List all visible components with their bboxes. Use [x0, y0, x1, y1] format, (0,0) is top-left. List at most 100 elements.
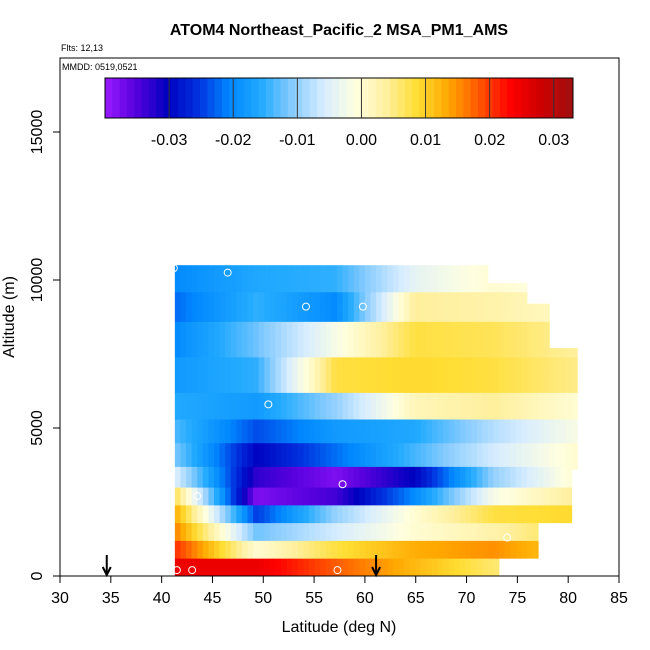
heatmap-cell — [454, 496, 461, 506]
heatmap-cell — [348, 419, 355, 426]
heatmap-cell — [448, 282, 455, 293]
heatmap-cell — [359, 513, 366, 524]
heatmap-cell — [560, 419, 567, 426]
heatmap-cell — [297, 540, 304, 550]
heatmap-cell — [297, 383, 304, 393]
heatmap-cell — [538, 401, 545, 411]
heatmap-cell — [314, 504, 321, 515]
heatmap-cell — [532, 348, 539, 358]
heatmap-cell — [292, 374, 299, 384]
heatmap-cell — [560, 466, 567, 470]
heatmap-cell — [560, 469, 567, 479]
heatmap-cell — [493, 478, 500, 488]
heatmap-cell — [420, 469, 427, 479]
heatmap-cell — [566, 392, 573, 402]
heatmap-cell — [392, 478, 399, 488]
heatmap-cell — [532, 374, 539, 384]
heatmap-cell — [336, 348, 343, 358]
heatmap-cell — [364, 294, 371, 305]
x-axis-label: Latitude (deg N) — [282, 619, 397, 636]
heatmap-cell — [431, 567, 438, 577]
heatmap-cell — [515, 504, 522, 515]
heatmap-cell — [476, 291, 483, 296]
heatmap-cell — [398, 282, 405, 293]
heatmap-cell — [197, 291, 204, 296]
heatmap-cell — [264, 265, 271, 275]
heatmap-cell — [426, 294, 433, 305]
heatmap-cell — [459, 567, 466, 577]
heatmap-cell — [471, 540, 478, 550]
heatmap-cell — [325, 558, 332, 568]
heatmap-cell — [415, 487, 422, 497]
heatmap-cell — [180, 466, 187, 470]
heatmap-cell — [387, 442, 394, 450]
heatmap-cell — [409, 303, 416, 313]
heatmap-cell — [404, 348, 411, 358]
heatmap-cell — [353, 540, 360, 550]
heatmap-cell — [325, 487, 332, 497]
heatmap-cell — [521, 330, 528, 340]
heatmap-cell — [213, 496, 220, 506]
heatmap-cell — [225, 513, 232, 524]
heatmap-cell — [499, 487, 506, 497]
heatmap-cell — [510, 433, 517, 444]
heatmap-cell — [392, 356, 399, 367]
heatmap-cell — [336, 466, 343, 470]
heatmap-cell — [521, 540, 528, 550]
heatmap-cell — [415, 312, 422, 322]
heatmap-cell — [186, 425, 193, 435]
heatmap-cell — [241, 294, 248, 305]
heatmap-cell — [269, 312, 276, 322]
heatmap-cell — [275, 513, 282, 524]
heatmap-cell — [275, 487, 282, 497]
heatmap-cell — [241, 549, 248, 559]
heatmap-cell — [543, 513, 550, 524]
heatmap-cell — [264, 356, 271, 367]
heatmap-cell — [510, 469, 517, 479]
heatmap-cell — [404, 410, 411, 420]
heatmap-cell — [370, 274, 377, 284]
heatmap-cell — [510, 496, 517, 506]
heatmap-cell — [325, 339, 332, 349]
heatmap-cell — [219, 496, 226, 506]
heatmap-cell — [174, 466, 181, 470]
heatmap-cell — [499, 356, 506, 367]
colorbar-segment — [404, 78, 413, 118]
heatmap-cell — [560, 513, 567, 524]
heatmap-cell — [409, 294, 416, 305]
heatmap-cell — [392, 348, 399, 358]
heatmap-cell — [180, 339, 187, 349]
heatmap-cell — [213, 513, 220, 524]
heatmap-cell — [431, 383, 438, 393]
heatmap-cell — [437, 303, 444, 313]
heatmap-cell — [476, 374, 483, 384]
heatmap-cell — [443, 496, 450, 506]
heatmap-cell — [437, 540, 444, 550]
heatmap-cell — [225, 294, 232, 305]
heatmap-cell — [521, 303, 528, 313]
heatmap-cell — [247, 294, 254, 305]
heatmap-cell — [493, 410, 500, 420]
heatmap-cell — [336, 469, 343, 479]
heatmap-cell — [180, 365, 187, 376]
heatmap-cell — [415, 374, 422, 384]
heatmap-cell — [208, 448, 215, 458]
heatmap-cell — [443, 567, 450, 577]
heatmap-cell — [331, 522, 338, 532]
heatmap-cell — [219, 513, 226, 524]
heatmap-cell — [387, 365, 394, 376]
heatmap-cell — [459, 356, 466, 367]
heatmap-cell — [487, 392, 494, 402]
heatmap-cell — [174, 448, 181, 458]
heatmap-cell — [320, 442, 327, 450]
heatmap-cell — [560, 356, 567, 367]
heatmap-cell — [264, 291, 271, 296]
heatmap-cell — [420, 291, 427, 296]
heatmap-cell — [236, 540, 243, 550]
heatmap-cell — [208, 504, 215, 515]
heatmap-cell — [409, 487, 416, 497]
heatmap-cell — [381, 282, 388, 293]
heatmap-cell — [476, 478, 483, 488]
heatmap-cell — [191, 496, 198, 506]
heatmap-cell — [269, 265, 276, 275]
